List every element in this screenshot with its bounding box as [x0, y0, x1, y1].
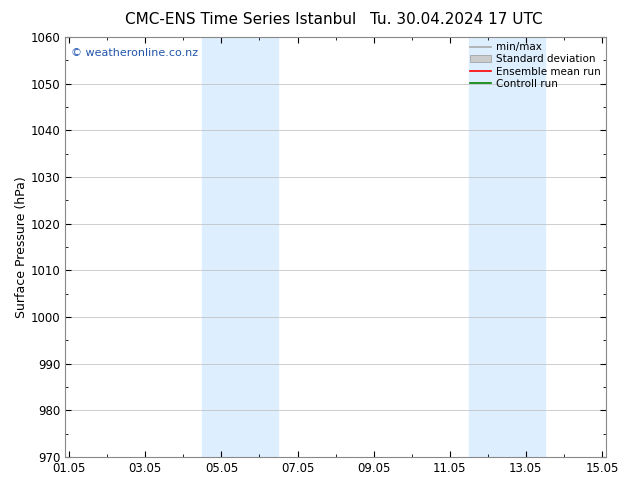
- Y-axis label: Surface Pressure (hPa): Surface Pressure (hPa): [15, 176, 28, 318]
- Legend: min/max, Standard deviation, Ensemble mean run, Controll run: min/max, Standard deviation, Ensemble me…: [470, 42, 600, 89]
- Text: CMC-ENS Time Series Istanbul: CMC-ENS Time Series Istanbul: [126, 12, 356, 27]
- Bar: [202, 37, 278, 457]
- Bar: [469, 37, 545, 457]
- Text: Tu. 30.04.2024 17 UTC: Tu. 30.04.2024 17 UTC: [370, 12, 543, 27]
- Text: © weatheronline.co.nz: © weatheronline.co.nz: [71, 48, 198, 58]
